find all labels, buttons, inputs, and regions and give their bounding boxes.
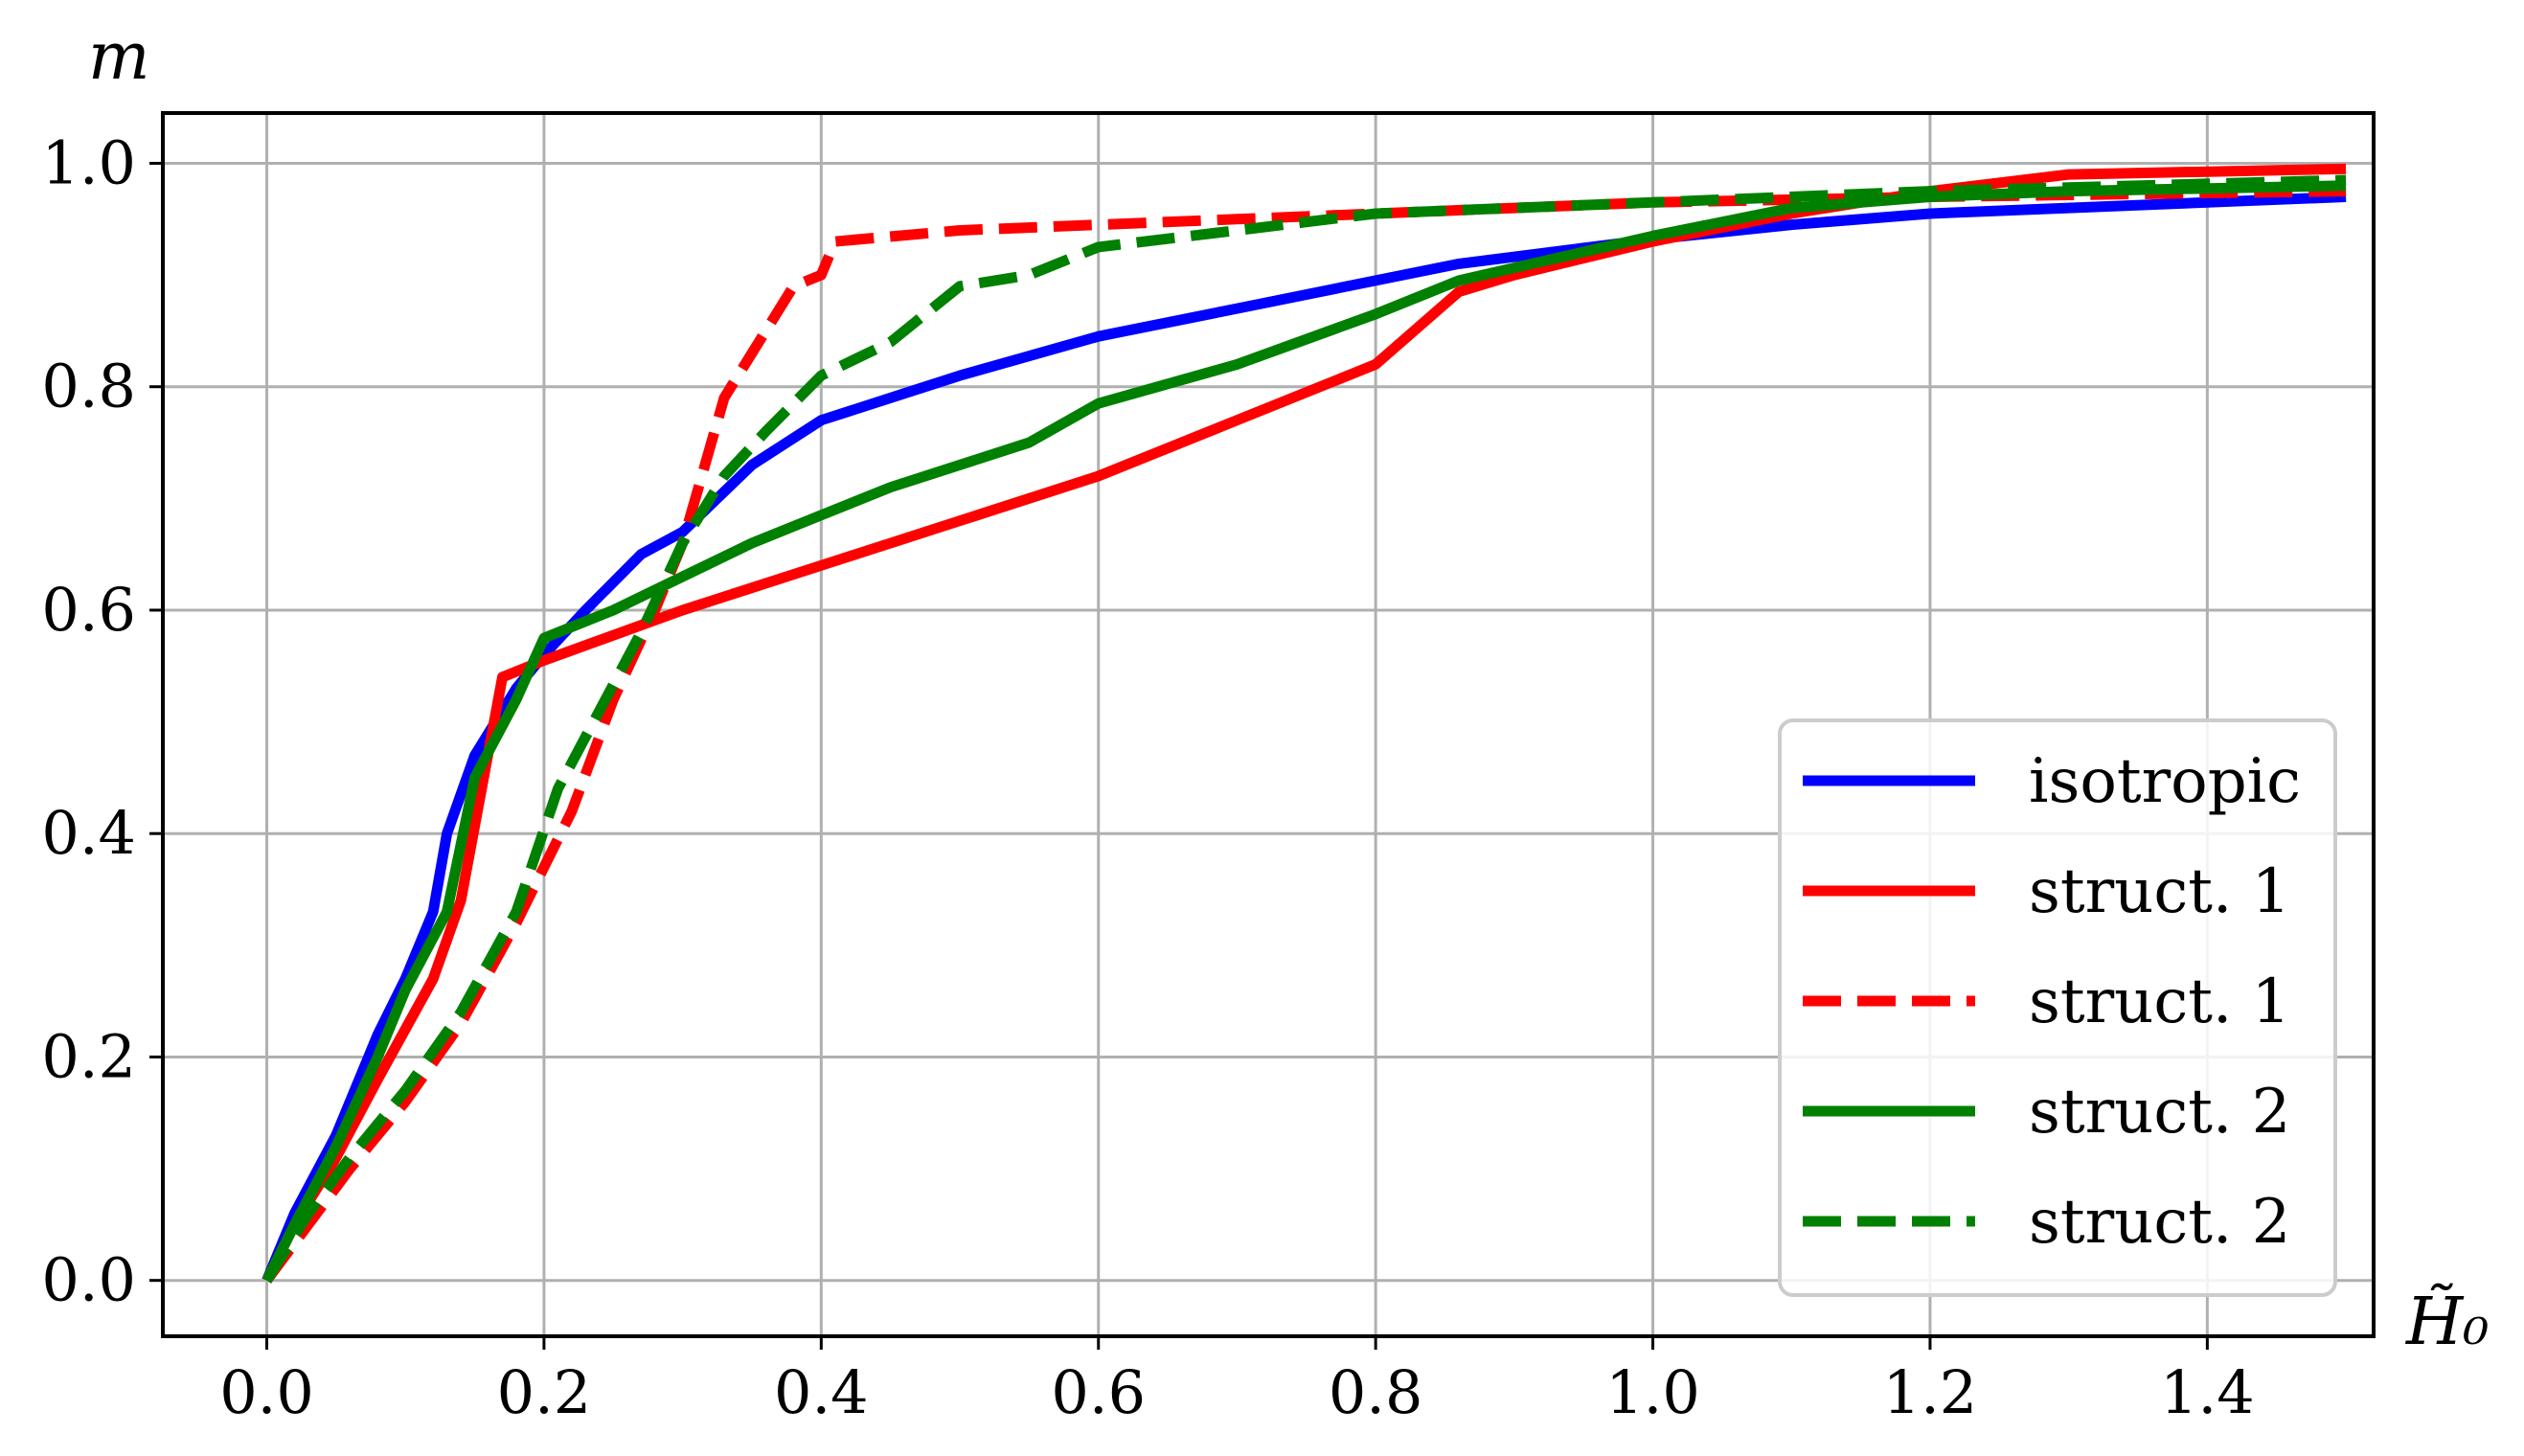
x-tick-label: 1.0 [1605, 1357, 1700, 1427]
ticks: 0.0 0.2 0.4 0.6 0.8 1.0 1.2 1.4 0.0 0.2 0.4 0.6 0.8 1… [41, 127, 2254, 1427]
series-lines [261, 163, 2347, 1284]
y-tick-label: 0.8 [41, 352, 136, 421]
y-axis-label: m [88, 19, 149, 95]
legend-label-1: struct. 1 [2029, 856, 2290, 927]
series-line-3 [261, 180, 2347, 1284]
legend-label-4: struct. 2 [2029, 1187, 2290, 1258]
series-line-4 [261, 174, 2347, 1284]
legend-label-0: isotropic [2029, 746, 2301, 817]
series-line-1 [261, 163, 2347, 1284]
x-tick-label: 0.2 [497, 1357, 592, 1427]
x-tick-label: 1.2 [1883, 1357, 1978, 1427]
y-tick-label: 0.0 [41, 1245, 136, 1315]
x-tick-label: 1.4 [2160, 1357, 2255, 1427]
legend-box [1778, 718, 2337, 1297]
x-tick-label: 0.6 [1051, 1357, 1146, 1427]
series-line-2 [262, 186, 2347, 1284]
x-tick-label: 0.8 [1329, 1357, 1423, 1427]
plot-frame [161, 111, 2376, 1338]
y-tick-label: 0.6 [41, 575, 136, 645]
legend-label-3: struct. 2 [2029, 1077, 2290, 1148]
x-axis-label: H̃₀ [2404, 1285, 2490, 1360]
y-tick-label: 0.4 [41, 798, 136, 868]
x-tick-label: 0.0 [219, 1357, 314, 1427]
y-tick-label: 0.2 [41, 1021, 136, 1091]
x-tick-label: 0.4 [774, 1357, 869, 1427]
y-tick-label: 1.0 [41, 127, 136, 197]
legend-label-2: struct. 1 [2029, 967, 2290, 1037]
legend: isotropic struct. 1 struct. 1 struct. 2 stru… [1778, 718, 2337, 1297]
